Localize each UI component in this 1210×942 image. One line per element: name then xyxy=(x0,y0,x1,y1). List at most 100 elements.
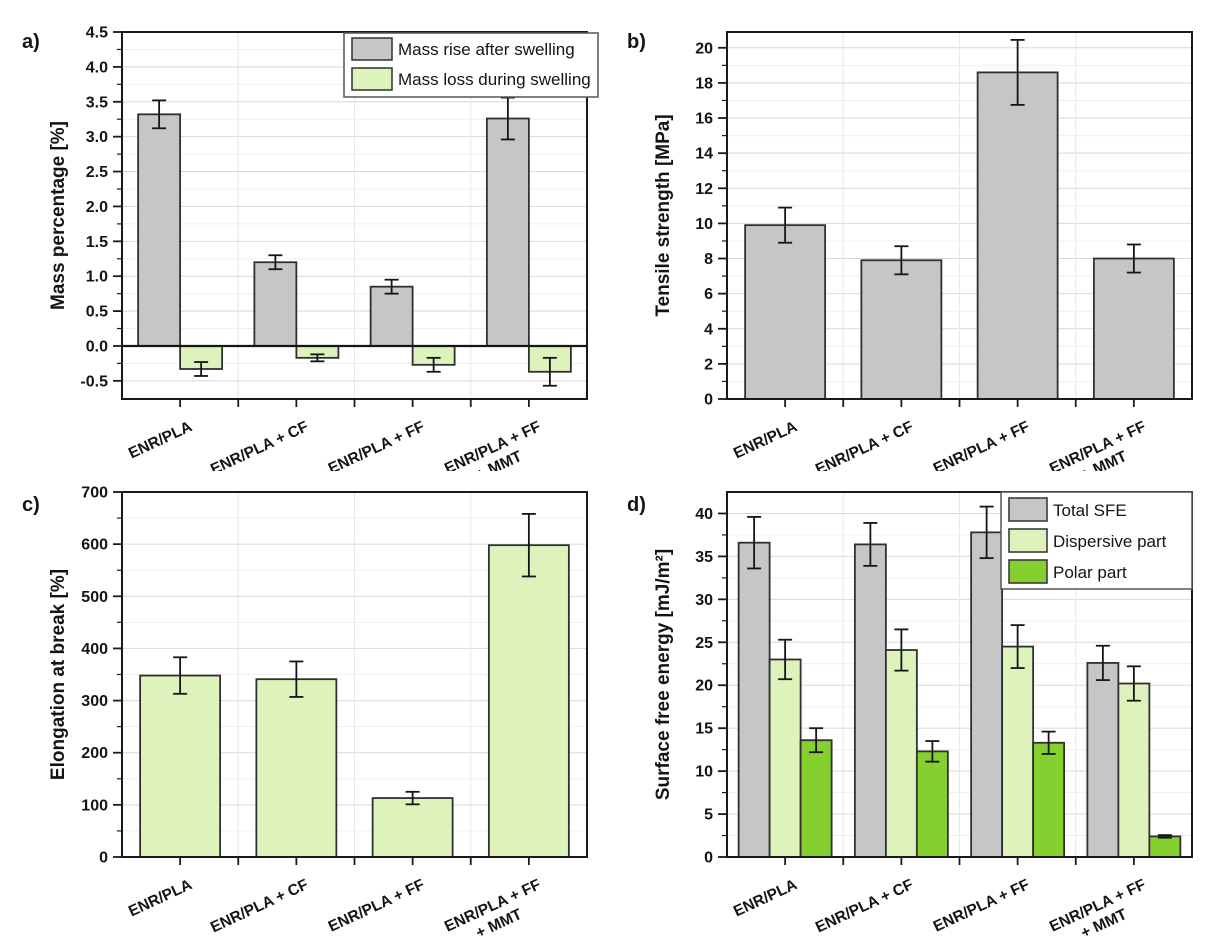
bar-s0-c2 xyxy=(371,797,454,858)
y-tick-label: 0 xyxy=(99,850,108,867)
panel-letter: d) xyxy=(627,494,646,516)
svg-text:ENR/PLA: ENR/PLA xyxy=(731,418,800,462)
y-tick-label: 300 xyxy=(81,693,108,710)
error-bars xyxy=(778,39,1141,276)
legend-label: Total SFE xyxy=(1053,501,1127,520)
legend-swatch xyxy=(1008,559,1048,584)
y-tick-label: 1.5 xyxy=(86,234,108,251)
y-tick-label: 100 xyxy=(81,797,108,814)
bar-s2-c3 xyxy=(1148,835,1182,858)
panel-b-tensile-strength: 0 2 4 6 8 10 12 14 16 18 20 ENR/PLA ENR/PLA + CF ENR/… xyxy=(605,0,1210,471)
svg-text:ENR/PLA: ENR/PLA xyxy=(126,418,195,462)
y-tick-label: 8 xyxy=(704,251,713,268)
bars xyxy=(139,544,570,858)
bar-s0-c1 xyxy=(255,678,338,858)
y-tick-label: 600 xyxy=(81,537,108,554)
legend-label: Mass rise after swelling xyxy=(398,40,575,59)
y-tick-label: 4.0 xyxy=(86,59,108,76)
y-tick-label: 2.5 xyxy=(86,164,108,181)
x-category-label: ENR/PLA + FF xyxy=(931,418,1032,471)
y-tick-label: 0 xyxy=(704,850,713,867)
y-tick-label: 10 xyxy=(695,216,713,233)
legend: Mass rise after swelling Mass loss during… xyxy=(343,32,599,98)
y-tick-label: 2 xyxy=(704,356,713,373)
bar-s2-c0 xyxy=(799,739,833,858)
legend-label: Polar part xyxy=(1053,563,1127,582)
bar-s0-c1 xyxy=(253,261,298,347)
x-axis: ENR/PLA ENR/PLA + CF ENR/PLA + FF ENR/PLA +… xyxy=(126,857,544,942)
svg-text:ENR/PLA + CF: ENR/PLA + CF xyxy=(813,876,916,936)
x-category-label: ENR/PLA + CF xyxy=(208,876,311,936)
x-axis: ENR/PLA ENR/PLA + CF ENR/PLA + FF ENR/PLA +… xyxy=(731,857,1149,942)
y-tick-label: 3.5 xyxy=(86,94,108,111)
y-tick-label: 10 xyxy=(695,764,713,781)
bar-s0-c0 xyxy=(744,224,827,400)
chart-a: -0.5 0.0 0.5 1.0 1.5 2.0 2.5 3.0 3.5 4.0 4.5 ENR/PL… xyxy=(22,25,599,471)
y-tick-label: 16 xyxy=(695,111,713,128)
y-tick-label: 500 xyxy=(81,589,108,606)
legend-label: Dispersive part xyxy=(1053,532,1167,551)
svg-text:ENR/PLA + FF: ENR/PLA + FF xyxy=(326,418,427,471)
y-tick-label: 0.5 xyxy=(86,304,108,321)
bars xyxy=(737,531,1182,858)
y-axis: 0 5 10 15 20 25 30 35 40 xyxy=(695,506,727,867)
legend-label: Mass loss during swelling xyxy=(398,70,591,89)
error-bars xyxy=(173,513,536,806)
y-axis-title: Elongation at break [%] xyxy=(48,569,69,780)
svg-text:ENR/PLA + CF: ENR/PLA + CF xyxy=(208,876,311,936)
y-axis-title: Tensile strength [MPa] xyxy=(653,114,674,316)
panel-d-surface-free-energy: 0 5 10 15 20 25 30 35 40 ENR/PLA ENR/PLA + CF ENR/P… xyxy=(605,471,1210,942)
y-tick-label: 700 xyxy=(81,485,108,502)
y-tick-label: 30 xyxy=(695,592,713,609)
bar-s1-c2 xyxy=(1001,645,1035,858)
x-category-label: ENR/PLA + FF+ MMT xyxy=(442,418,543,471)
x-category-label: ENR/PLA xyxy=(731,876,800,920)
y-tick-label: 2.0 xyxy=(86,199,108,216)
y-tick-label: 4.5 xyxy=(86,25,108,42)
x-category-label: ENR/PLA + FF xyxy=(931,876,1032,935)
panel-a-mass-percentage: -0.5 0.0 0.5 1.0 1.5 2.0 2.5 3.0 3.5 4.0 4.5 ENR/PL… xyxy=(0,0,605,471)
bars xyxy=(744,71,1175,400)
bars xyxy=(137,113,572,373)
svg-text:ENR/PLA + FF: ENR/PLA + FF xyxy=(931,418,1032,471)
legend-swatch xyxy=(1008,497,1048,522)
panel-letter: c) xyxy=(22,494,40,516)
y-axis-title: Surface free energy [mJ/m²] xyxy=(653,549,674,800)
y-tick-label: 6 xyxy=(704,286,713,303)
bar-s0-c2 xyxy=(369,285,414,347)
y-tick-label: -0.5 xyxy=(80,373,108,390)
y-tick-label: 1.0 xyxy=(86,269,108,286)
bar-s2-c2 xyxy=(1032,741,1066,858)
svg-text:ENR/PLA: ENR/PLA xyxy=(731,876,800,920)
bar-s0-c0 xyxy=(737,541,771,858)
svg-text:ENR/PLA: ENR/PLA xyxy=(126,876,195,920)
bar-s1-c1 xyxy=(884,649,918,858)
panel-letter: a) xyxy=(22,31,40,53)
y-tick-label: 40 xyxy=(695,506,713,523)
bar-s0-c2 xyxy=(976,71,1059,400)
x-category-label: ENR/PLA + FF+ MMT xyxy=(1047,876,1148,942)
x-category-label: ENR/PLA + FF xyxy=(326,876,427,935)
bar-s1-c3 xyxy=(1117,682,1151,858)
bar-s0-c3 xyxy=(485,117,530,347)
bar-s0-c3 xyxy=(487,544,570,858)
y-axis: 0 100 200 300 400 500 600 700 xyxy=(81,485,122,867)
y-axis-title: Mass percentage [%] xyxy=(48,121,69,310)
svg-text:ENR/PLA + CF: ENR/PLA + CF xyxy=(813,418,916,471)
y-tick-label: 5 xyxy=(704,807,713,824)
y-axis: -0.5 0.0 0.5 1.0 1.5 2.0 2.5 3.0 3.5 4.0 4.5 xyxy=(80,25,122,390)
x-axis: ENR/PLA ENR/PLA + CF ENR/PLA + FF ENR/PLA +… xyxy=(731,399,1149,471)
y-tick-label: 200 xyxy=(81,745,108,762)
y-tick-label: 0.0 xyxy=(86,338,108,355)
bar-s0-c1 xyxy=(853,543,887,858)
y-axis: 0 2 4 6 8 10 12 14 16 18 20 xyxy=(695,40,727,409)
svg-text:ENR/PLA + CF: ENR/PLA + CF xyxy=(208,418,311,471)
y-tick-label: 15 xyxy=(695,721,713,738)
x-category-label: ENR/PLA + FF+ MMT xyxy=(442,876,543,942)
y-tick-label: 4 xyxy=(704,321,713,338)
x-category-label: ENR/PLA xyxy=(126,876,195,920)
x-category-label: ENR/PLA + CF xyxy=(208,418,311,471)
